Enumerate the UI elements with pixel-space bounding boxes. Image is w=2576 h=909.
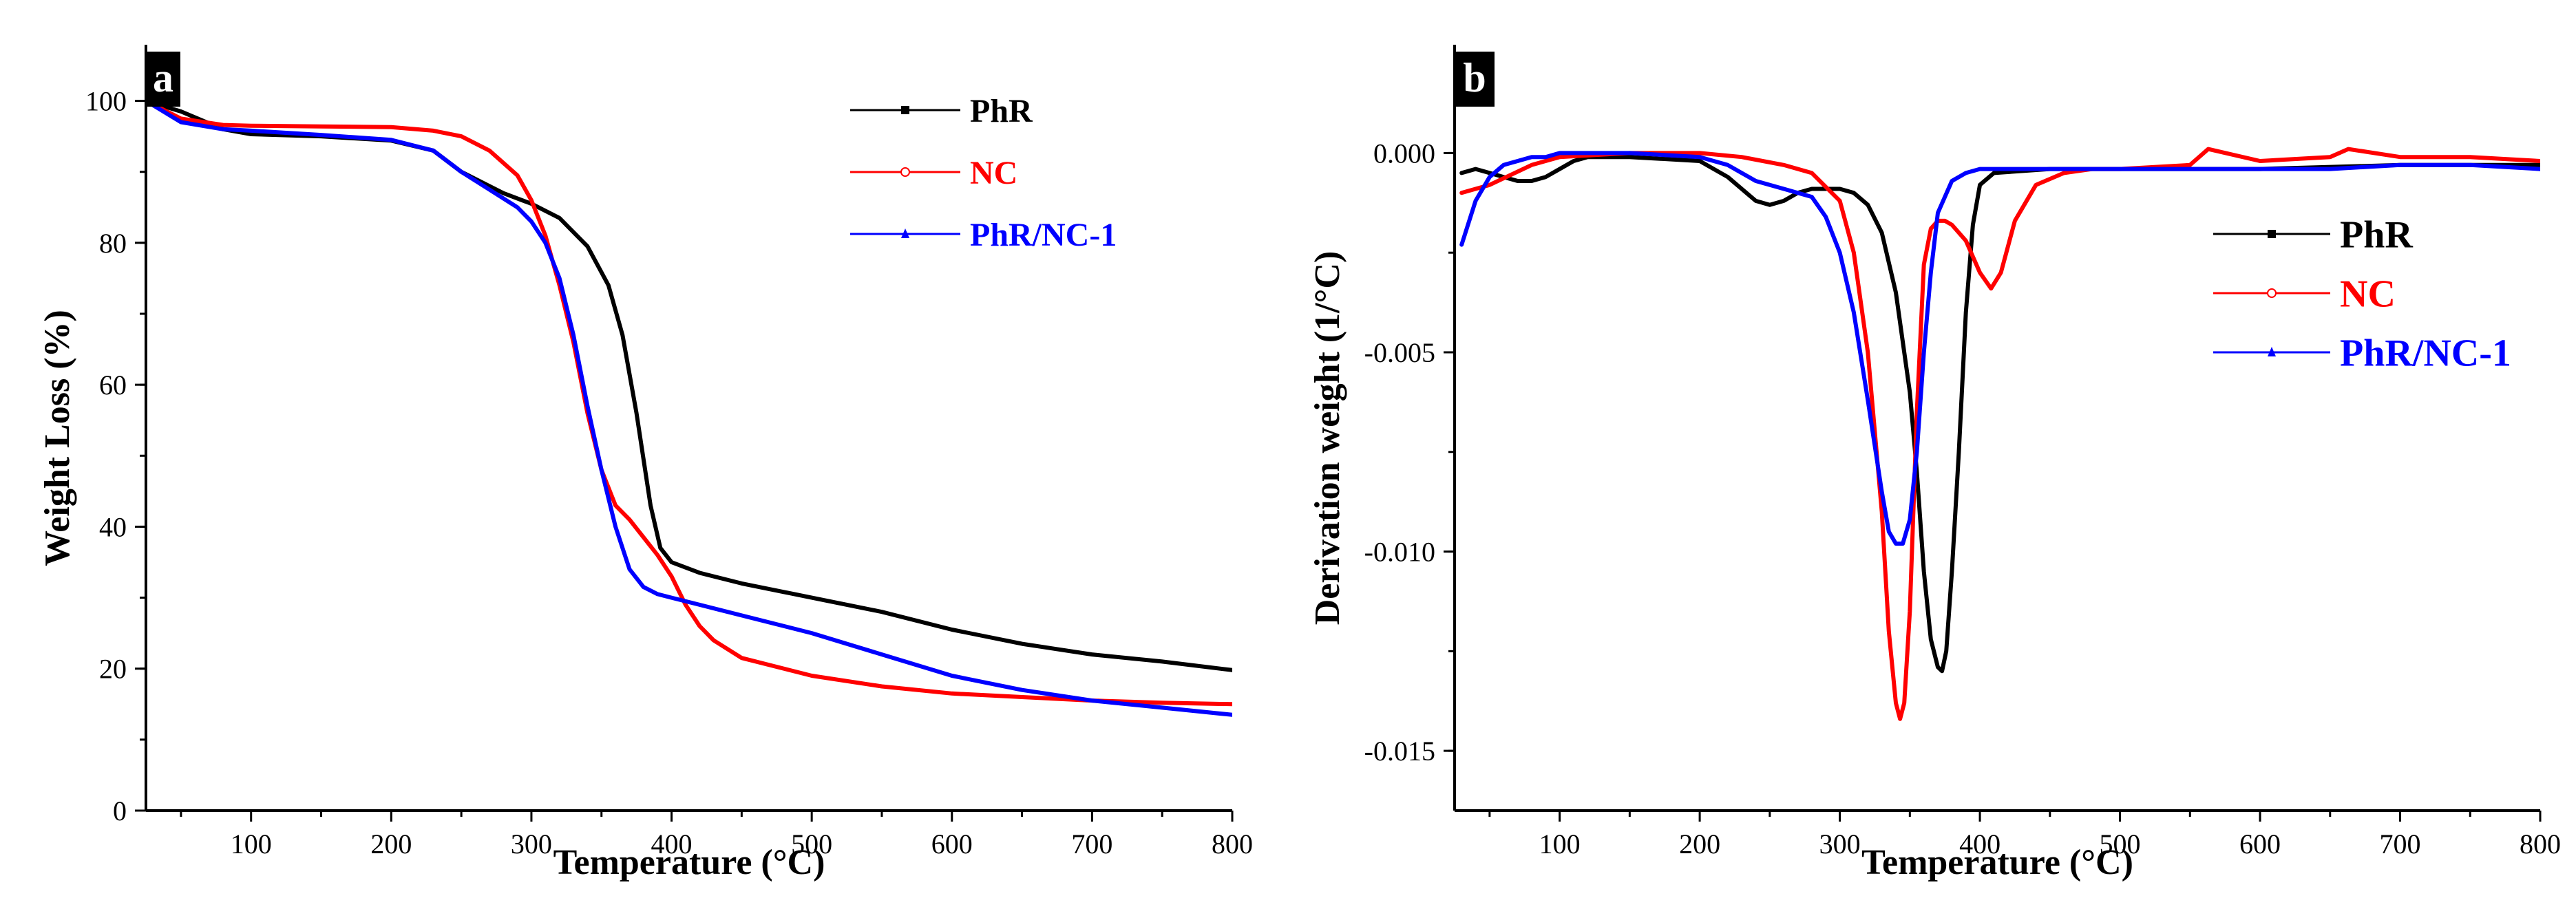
y-tick-label: 20: [99, 654, 127, 685]
legend: PhR NC PhR/NC-1: [2213, 214, 2511, 375]
legend: PhR NC PhR/NC-1: [850, 93, 1117, 253]
y-axis-title: Weight Loss (%): [38, 310, 77, 566]
y-tick-label: 100: [85, 86, 127, 117]
y-axis-title: Derivation weight (1/°C): [1308, 251, 1347, 625]
y-tick-label: 60: [99, 370, 127, 400]
panel-label-box: [1455, 52, 1495, 107]
x-tick-label: 800: [2520, 828, 2561, 859]
panel-label: b: [1463, 55, 1486, 100]
y-tick-label: 0.000: [1373, 138, 1435, 169]
series-line-phr: [1459, 155, 2540, 674]
legend-marker: [2267, 288, 2277, 298]
x-tick-label: 500: [791, 828, 832, 859]
plot-area: [1459, 147, 2540, 721]
y-tick-label: 0: [113, 795, 127, 826]
x-tick-label: 300: [1819, 828, 1861, 859]
x-tick-label: 600: [931, 828, 973, 859]
x-tick-label: 200: [370, 828, 412, 859]
x-axis-title: Temperature (°C): [1861, 843, 2133, 882]
x-tick-label: 700: [2380, 828, 2421, 859]
legend-marker: [901, 106, 909, 114]
x-tick-label: 700: [1071, 828, 1112, 859]
y-tick-label: -0.010: [1364, 537, 1435, 568]
y-tick-label: -0.015: [1364, 736, 1435, 767]
y-tick-label: 80: [99, 228, 127, 259]
x-tick-label: 200: [1679, 828, 1720, 859]
x-tick-label: 300: [511, 828, 552, 859]
legend-label: PhR/NC-1: [970, 217, 1117, 253]
panel-label: a: [153, 55, 173, 100]
series-line-phr-nc-1: [146, 98, 1232, 717]
chart-panel-a: 100 200 300 400 500 600 700 800 0 20 40 60 80 100 Temp…: [38, 45, 1253, 882]
x-tick-label: 400: [651, 828, 693, 859]
panel-label-box: [146, 52, 180, 107]
legend-marker: [2268, 347, 2276, 356]
legend-label: NC: [2340, 273, 2396, 316]
legend-marker: [900, 167, 910, 177]
chart-panel-b: 100 200 300 400 500 600 700 800 0.000 -0.005 -0.01…: [1308, 45, 2561, 882]
x-tick-label: 500: [2100, 828, 2141, 859]
x-tick-label: 100: [231, 828, 272, 859]
x-tick-label: 100: [1539, 828, 1581, 859]
x-tick-label: 600: [2239, 828, 2281, 859]
x-tick-label: 400: [1959, 828, 2000, 859]
plot-area: [146, 98, 1232, 717]
legend-label: PhR/NC-1: [2340, 332, 2511, 375]
series-line-phr-nc-1: [1459, 151, 2540, 546]
legend-marker: [2268, 230, 2276, 238]
legend-label: PhR: [2340, 214, 2413, 257]
y-tick-label: 40: [99, 511, 127, 542]
series-line-nc: [1459, 147, 2540, 721]
series-line-phr: [146, 98, 1232, 672]
legend-label: NC: [970, 155, 1017, 191]
x-axis-title: Temperature (°C): [553, 843, 825, 882]
legend-marker: [901, 228, 909, 238]
x-tick-label: 800: [1212, 828, 1253, 859]
legend-label: PhR: [970, 93, 1033, 129]
y-tick-label: -0.005: [1364, 337, 1435, 368]
series-line-nc: [146, 98, 1232, 707]
